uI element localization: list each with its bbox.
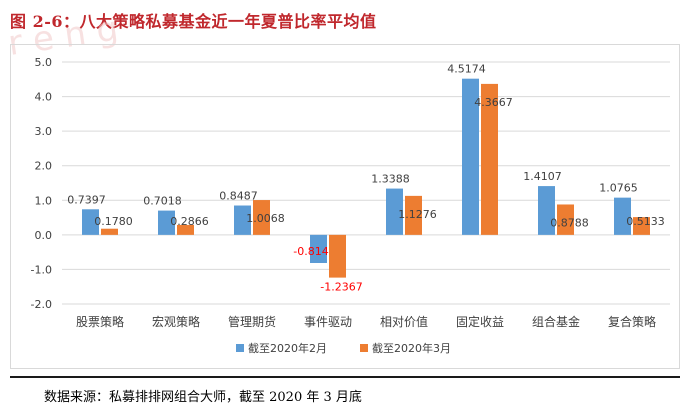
data-source-note: 数据来源：私募排排网组合大师，截至 2020 年 3 月底: [44, 390, 362, 405]
bar: [481, 83, 498, 235]
y-tick-label: -1.0: [31, 263, 52, 276]
bar-chart: 5.0 4.0 3.0 2.0 1.0 0.0 -1.0 -2.0 0.7397 0.1780 股票…: [31, 56, 670, 355]
bar: [253, 200, 270, 235]
bar: [177, 224, 194, 235]
x-tick-label: 组合基金: [532, 314, 580, 329]
legend-swatch: [360, 344, 368, 352]
y-tick-label: 3.0: [35, 125, 53, 138]
bar: [386, 188, 403, 235]
data-label: 0.2866: [170, 215, 209, 228]
data-label: 0.8487: [219, 190, 258, 203]
bar: [234, 205, 251, 235]
bar: [158, 210, 175, 235]
data-label: 1.0068: [246, 212, 285, 225]
data-label: 1.4107: [523, 170, 562, 183]
legend-label: 截至2020年3月: [372, 341, 451, 355]
bar: [614, 197, 631, 235]
data-label: 4.5174: [447, 63, 486, 76]
legend-swatch: [236, 344, 244, 352]
x-tick-label: 复合策略: [608, 314, 656, 329]
x-tick-label: 股票策略: [76, 314, 124, 329]
bar: [101, 228, 118, 235]
data-label: 4.3667: [474, 96, 513, 109]
data-label: 1.3388: [371, 173, 410, 186]
y-tick-label: 5.0: [35, 56, 53, 69]
data-label: 0.8788: [550, 216, 589, 229]
x-tick-label: 事件驱动: [304, 315, 352, 329]
legend-label: 截至2020年2月: [248, 341, 327, 355]
x-tick-label: 管理期货: [228, 314, 276, 329]
bar: [82, 209, 99, 235]
y-tick-label: -2.0: [31, 298, 52, 311]
data-label: 0.7018: [143, 195, 182, 208]
divider-rule: [10, 376, 680, 378]
data-label: 0.1780: [94, 215, 133, 228]
x-tick-label: 固定收益: [456, 314, 504, 329]
data-label: 0.7397: [67, 193, 106, 206]
data-label: -0.8140: [293, 245, 335, 258]
bar: [462, 78, 479, 235]
x-tick-label: 相对价值: [380, 314, 428, 329]
bar: [633, 217, 650, 235]
bar: [310, 234, 327, 263]
chart-frame: [10, 44, 680, 369]
data-label: 1.1276: [398, 208, 437, 221]
y-tick-label: 0.0: [35, 229, 53, 242]
bar: [329, 234, 346, 278]
chart-title: 图 2-6：八大策略私募基金近一年夏普比率平均值: [10, 12, 377, 31]
y-tick-label: 4.0: [35, 91, 53, 104]
y-tick-label: 2.0: [35, 160, 53, 173]
x-tick-label: 宏观策略: [152, 314, 200, 329]
data-label: 1.0765: [599, 182, 638, 195]
bar: [405, 195, 422, 235]
data-label: -1.2367: [320, 281, 362, 294]
bar: [557, 204, 574, 235]
y-tick-label: 1.0: [35, 194, 53, 207]
bar: [538, 186, 555, 235]
data-label: 0.5133: [626, 215, 665, 228]
